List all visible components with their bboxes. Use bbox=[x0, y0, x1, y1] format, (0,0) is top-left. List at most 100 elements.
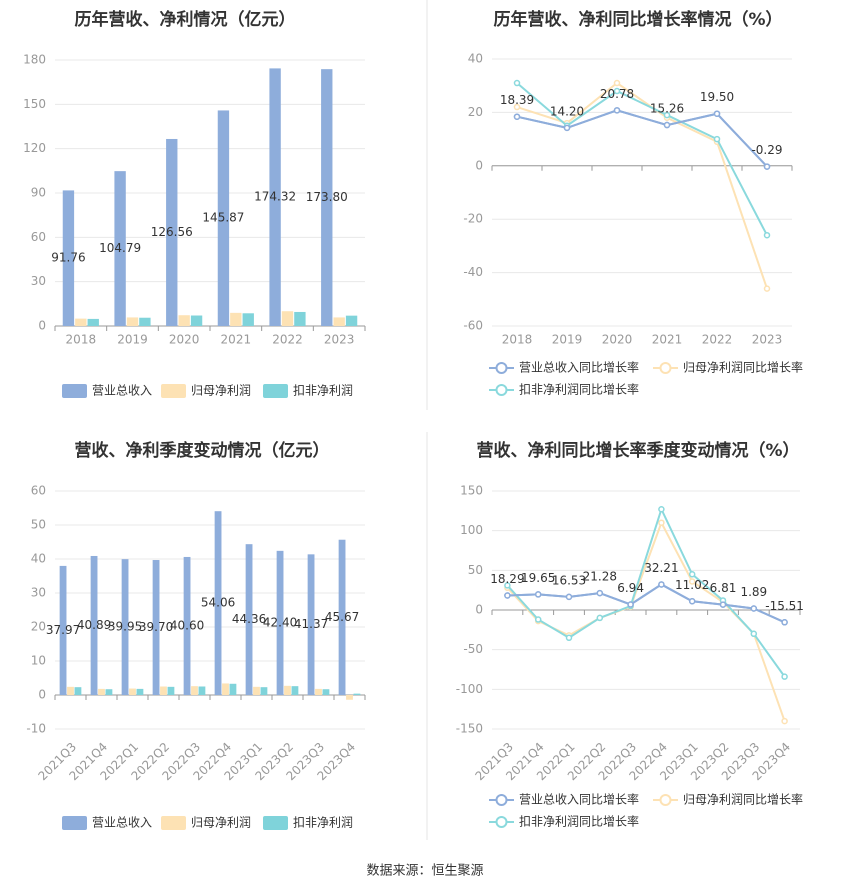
y-tick-label: -150 bbox=[456, 722, 483, 736]
data-label: 41.37 bbox=[294, 617, 328, 631]
data-point bbox=[513, 79, 521, 87]
bar-revenue bbox=[114, 171, 126, 326]
y-tick-label: 150 bbox=[460, 484, 483, 498]
data-point bbox=[627, 601, 634, 608]
y-tick-label: 90 bbox=[31, 186, 46, 200]
bar-deducted-profit bbox=[167, 686, 175, 695]
chart-quarterly-amount: 营收、净利季度变动情况（亿元）-1001020304050602021Q3202… bbox=[26, 440, 366, 830]
legend-swatch bbox=[161, 816, 186, 830]
legend-label: 营业总收入同比增长率 bbox=[519, 360, 639, 375]
y-tick-label: 100 bbox=[460, 523, 483, 537]
y-tick-label: 0 bbox=[475, 603, 483, 617]
data-label: 174.32 bbox=[254, 190, 296, 204]
data-point bbox=[658, 505, 665, 513]
y-tick-label: 0 bbox=[38, 688, 46, 702]
data-label: -15.51 bbox=[765, 599, 804, 613]
data-point bbox=[513, 113, 521, 120]
bar-net-profit bbox=[281, 311, 294, 326]
legend-label: 营业总收入 bbox=[92, 384, 152, 398]
series-line-2 bbox=[516, 82, 768, 236]
y-tick-label: 40 bbox=[468, 52, 483, 66]
x-tick-label: 2021 bbox=[652, 333, 683, 347]
y-tick-label: 30 bbox=[31, 274, 46, 288]
bar-deducted-profit bbox=[105, 689, 113, 695]
y-tick-label: 180 bbox=[23, 53, 46, 67]
data-label: 145.87 bbox=[202, 211, 244, 225]
bar-revenue bbox=[166, 138, 178, 326]
data-point bbox=[504, 582, 511, 589]
x-tick-label: 2020 bbox=[602, 333, 633, 347]
y-tick-label: -10 bbox=[26, 722, 46, 736]
legend-marker bbox=[495, 816, 508, 828]
y-tick-label: 60 bbox=[31, 484, 46, 498]
series-line-0-top bbox=[516, 109, 768, 168]
legend-swatch bbox=[161, 384, 186, 398]
bar-deducted-profit bbox=[198, 686, 206, 695]
data-label: 11.02 bbox=[675, 578, 709, 592]
legend-label: 营业总收入同比增长率 bbox=[519, 792, 639, 807]
bar-revenue bbox=[245, 544, 253, 695]
series-line-0-top bbox=[507, 583, 786, 624]
x-tick-label: 2022 bbox=[272, 333, 303, 347]
data-label: 39.95 bbox=[108, 620, 142, 634]
bar-net-profit bbox=[222, 683, 229, 695]
legend-label: 扣非净利润同比增长率 bbox=[519, 814, 639, 829]
data-point bbox=[658, 519, 665, 526]
chart-quarterly-growth: 营收、净利同比增长率季度变动情况（%） -150 -100 -50 0 50 100 150 2… bbox=[456, 440, 804, 829]
bar-deducted-profit bbox=[190, 315, 203, 326]
legend-marker bbox=[495, 794, 508, 806]
data-label: 6.94 bbox=[617, 581, 644, 595]
data-point bbox=[613, 87, 621, 95]
y-tick-label: 150 bbox=[23, 97, 46, 111]
x-tick-label: 2019 bbox=[117, 333, 148, 347]
legend-label: 归母净利润 bbox=[191, 384, 251, 398]
bar-net-profit bbox=[126, 317, 139, 326]
bar-net-profit bbox=[346, 695, 353, 700]
legend-label: 归母净利润同比增长率 bbox=[683, 360, 803, 375]
bar-deducted-profit bbox=[87, 318, 99, 326]
bar-net-profit bbox=[75, 318, 87, 326]
data-point bbox=[596, 589, 604, 597]
data-point bbox=[504, 592, 511, 599]
chart-title: 营收、净利季度变动情况（亿元） bbox=[75, 440, 330, 461]
y-tick-label: 20 bbox=[31, 620, 46, 634]
data-label: 54.06 bbox=[201, 596, 235, 610]
data-label: 104.79 bbox=[99, 241, 141, 255]
bar-net-profit bbox=[333, 317, 345, 326]
legend-item: 扣非净利润 bbox=[263, 384, 353, 398]
bar-net-profit bbox=[230, 312, 242, 326]
y-tick-label: -40 bbox=[463, 265, 483, 279]
legend-swatch bbox=[263, 384, 288, 398]
data-point bbox=[781, 673, 788, 680]
bar-net-profit bbox=[160, 686, 167, 695]
bar-net-profit bbox=[253, 686, 260, 695]
legend-swatch bbox=[62, 816, 87, 830]
data-label: 18.39 bbox=[500, 93, 534, 107]
chart-title: 历年营收、净利同比增长率情况（%） bbox=[493, 9, 782, 30]
data-point bbox=[688, 598, 696, 605]
bar-net-profit bbox=[67, 686, 74, 695]
bar-deducted-profit bbox=[345, 315, 358, 326]
data-source-text: 数据来源：恒生聚源 bbox=[366, 864, 483, 879]
x-tick-label: 2021 bbox=[221, 333, 252, 347]
bar-revenue bbox=[214, 511, 222, 695]
y-tick-label: -100 bbox=[456, 682, 483, 696]
data-point bbox=[713, 110, 721, 117]
chart-annual-growth: 历年营收、净利同比增长率情况（%） -60 -40 -20 0 20 40 2018 2019 2… bbox=[463, 9, 803, 397]
legend-label: 营业总收入 bbox=[92, 816, 152, 830]
bar-deducted-profit bbox=[260, 687, 268, 695]
data-point bbox=[658, 581, 665, 588]
legend-label: 归母净利润 bbox=[191, 816, 251, 830]
legend-label: 归母净利润同比增长率 bbox=[683, 792, 803, 807]
data-label: 40.89 bbox=[77, 618, 111, 632]
bar-revenue bbox=[121, 559, 129, 695]
data-point bbox=[750, 630, 758, 638]
legend-swatch bbox=[263, 816, 288, 830]
y-tick-label: 50 bbox=[31, 518, 46, 532]
x-tick-label: 2019 bbox=[552, 333, 583, 347]
data-label: 1.89 bbox=[740, 585, 767, 599]
y-tick-label: 40 bbox=[31, 552, 46, 566]
y-tick-label: 0 bbox=[475, 158, 483, 172]
x-tick-label: 2018 bbox=[66, 333, 97, 347]
legend-item: 归母净利润同比增长率 bbox=[653, 792, 803, 807]
